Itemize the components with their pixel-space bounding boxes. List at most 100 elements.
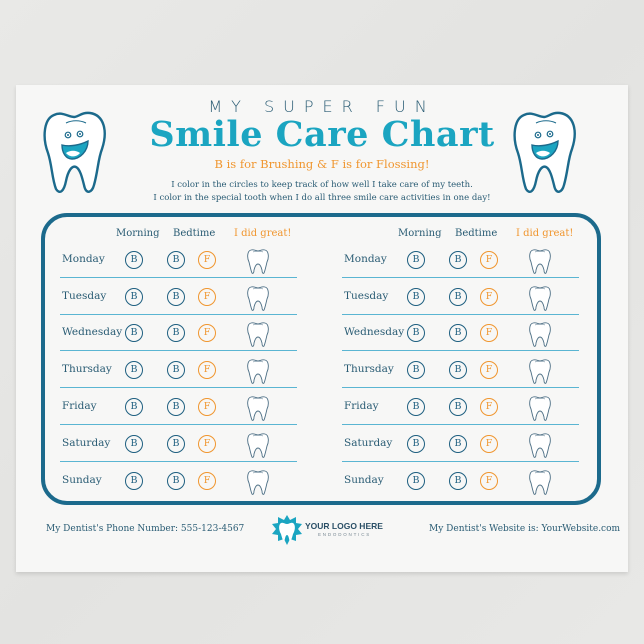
logo-subtitle: ENDODONTICS xyxy=(318,532,372,537)
morning-brush-circle[interactable]: B xyxy=(407,435,425,453)
tooth-outline-icon[interactable] xyxy=(246,247,270,279)
bedtime-floss-circle[interactable]: F xyxy=(480,398,498,416)
column-header-great: I did great! xyxy=(516,228,574,239)
row-separator xyxy=(60,461,297,463)
bedtime-floss-circle[interactable]: F xyxy=(480,472,498,490)
bedtime-brush-circle[interactable]: B xyxy=(449,398,467,416)
row-separator xyxy=(60,387,297,389)
instruction-line: I color in the circles to keep track of … xyxy=(171,180,473,190)
bedtime-brush-circle[interactable]: B xyxy=(449,324,467,342)
bedtime-brush-circle[interactable]: B xyxy=(167,361,185,379)
day-label: Sunday xyxy=(62,474,102,486)
row-separator xyxy=(60,277,297,279)
tooth-outline-icon[interactable] xyxy=(246,468,270,500)
row-separator xyxy=(60,350,297,352)
day-label: Monday xyxy=(344,253,387,265)
bedtime-floss-circle[interactable]: F xyxy=(198,288,216,306)
tooth-outline-icon[interactable] xyxy=(528,394,552,426)
column-header-morning: Morning xyxy=(116,228,160,239)
tooth-outline-icon[interactable] xyxy=(246,394,270,426)
column-header-morning: Morning xyxy=(398,228,442,239)
bedtime-brush-circle[interactable]: B xyxy=(449,288,467,306)
day-label: Sunday xyxy=(344,474,384,486)
bedtime-brush-circle[interactable]: B xyxy=(449,472,467,490)
tooth-outline-icon[interactable] xyxy=(246,320,270,352)
tooth-outline-icon[interactable] xyxy=(246,431,270,463)
column-header-bedtime: Bedtime xyxy=(173,228,216,239)
bedtime-brush-circle[interactable]: B xyxy=(167,472,185,490)
smiling-tooth-icon xyxy=(43,111,106,193)
bedtime-brush-circle[interactable]: B xyxy=(167,398,185,416)
dentist-phone: My Dentist's Phone Number: 555-123-4567 xyxy=(46,524,245,534)
tooth-outline-icon[interactable] xyxy=(246,284,270,316)
day-label: Tuesday xyxy=(344,290,389,302)
day-label: Saturday xyxy=(62,437,111,449)
tooth-outline-icon[interactable] xyxy=(528,357,552,389)
morning-brush-circle[interactable]: B xyxy=(125,324,143,342)
tooth-outline-icon[interactable] xyxy=(528,284,552,316)
column-header-bedtime: Bedtime xyxy=(455,228,498,239)
bedtime-floss-circle[interactable]: F xyxy=(198,361,216,379)
tooth-outline-icon[interactable] xyxy=(246,357,270,389)
bedtime-floss-circle[interactable]: F xyxy=(480,251,498,269)
row-separator xyxy=(342,314,579,316)
row-separator xyxy=(60,424,297,426)
row-separator xyxy=(60,314,297,316)
tooth-outline-icon[interactable] xyxy=(528,320,552,352)
row-separator xyxy=(342,277,579,279)
row-separator xyxy=(342,387,579,389)
day-label: Monday xyxy=(62,253,105,265)
tooth-splash-logo-icon xyxy=(272,515,302,545)
morning-brush-circle[interactable]: B xyxy=(125,435,143,453)
page-title: Smile Care Chart xyxy=(149,114,495,155)
row-separator xyxy=(342,461,579,463)
bedtime-brush-circle[interactable]: B xyxy=(167,324,185,342)
bedtime-floss-circle[interactable]: F xyxy=(480,288,498,306)
bedtime-brush-circle[interactable]: B xyxy=(449,435,467,453)
column-header-great: I did great! xyxy=(234,228,292,239)
bedtime-floss-circle[interactable]: F xyxy=(480,435,498,453)
bedtime-floss-circle[interactable]: F xyxy=(198,435,216,453)
tooth-outline-icon[interactable] xyxy=(528,431,552,463)
row-separator xyxy=(342,350,579,352)
day-label: Thursday xyxy=(62,363,112,375)
dentist-website: My Dentist's Website is: YourWebsite.com xyxy=(429,524,621,534)
day-label: Wednesday xyxy=(62,326,123,338)
morning-brush-circle[interactable]: B xyxy=(407,288,425,306)
chart-frame xyxy=(41,213,601,505)
instruction-line: I color in the special tooth when I do a… xyxy=(153,193,491,203)
row-separator xyxy=(342,424,579,426)
day-label: Thursday xyxy=(344,363,394,375)
morning-brush-circle[interactable]: B xyxy=(125,361,143,379)
bedtime-brush-circle[interactable]: B xyxy=(449,361,467,379)
morning-brush-circle[interactable]: B xyxy=(407,398,425,416)
day-label: Friday xyxy=(62,400,97,412)
morning-brush-circle[interactable]: B xyxy=(407,472,425,490)
morning-brush-circle[interactable]: B xyxy=(125,472,143,490)
morning-brush-circle[interactable]: B xyxy=(407,251,425,269)
bedtime-brush-circle[interactable]: B xyxy=(167,288,185,306)
morning-brush-circle[interactable]: B xyxy=(407,324,425,342)
day-label: Friday xyxy=(344,400,379,412)
bedtime-floss-circle[interactable]: F xyxy=(480,361,498,379)
smiling-tooth-icon xyxy=(513,111,576,193)
bedtime-brush-circle[interactable]: B xyxy=(167,435,185,453)
tooth-outline-icon[interactable] xyxy=(528,468,552,500)
morning-brush-circle[interactable]: B xyxy=(125,398,143,416)
morning-brush-circle[interactable]: B xyxy=(125,251,143,269)
morning-brush-circle[interactable]: B xyxy=(407,361,425,379)
kicker-heading: MY SUPER FUN xyxy=(208,97,436,116)
bedtime-floss-circle[interactable]: F xyxy=(198,324,216,342)
day-label: Saturday xyxy=(344,437,393,449)
bedtime-floss-circle[interactable]: F xyxy=(198,472,216,490)
tooth-outline-icon[interactable] xyxy=(528,247,552,279)
bedtime-brush-circle[interactable]: B xyxy=(449,251,467,269)
bedtime-floss-circle[interactable]: F xyxy=(198,398,216,416)
subtitle: B is for Brushing & F is for Flossing! xyxy=(214,157,430,171)
day-label: Wednesday xyxy=(344,326,405,338)
bedtime-floss-circle[interactable]: F xyxy=(198,251,216,269)
logo-title: YOUR LOGO HERE xyxy=(305,521,383,531)
bedtime-brush-circle[interactable]: B xyxy=(167,251,185,269)
bedtime-floss-circle[interactable]: F xyxy=(480,324,498,342)
morning-brush-circle[interactable]: B xyxy=(125,288,143,306)
